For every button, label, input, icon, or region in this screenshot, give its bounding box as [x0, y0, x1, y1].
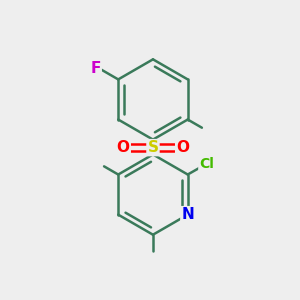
Text: Cl: Cl [199, 157, 214, 171]
Text: O: O [117, 140, 130, 155]
Text: O: O [176, 140, 189, 155]
Text: F: F [90, 61, 101, 76]
Text: S: S [148, 140, 158, 155]
Text: N: N [181, 207, 194, 222]
